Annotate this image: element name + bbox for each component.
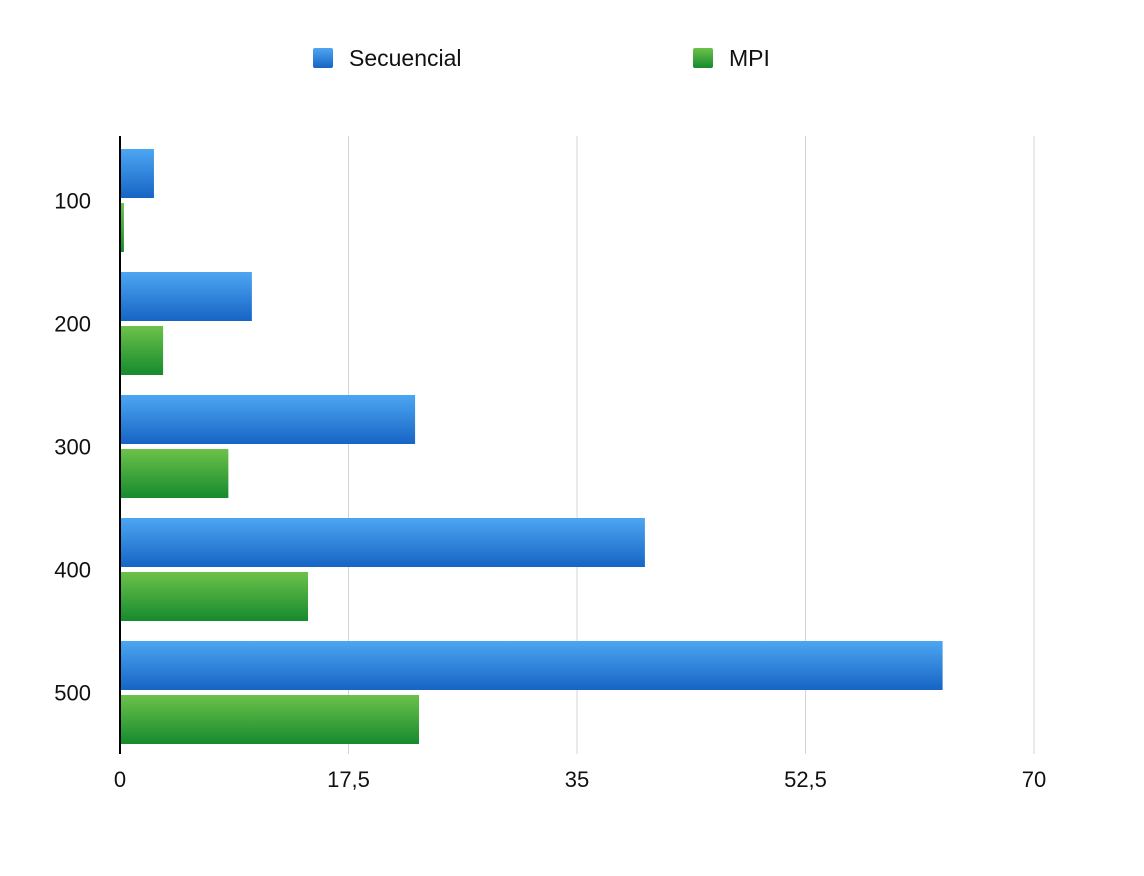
bar-secuencial-100 (120, 149, 154, 198)
bar-mpi-200 (120, 326, 164, 375)
x-tick-label-1: 17,5 (327, 767, 370, 792)
bar-secuencial-500 (120, 641, 943, 690)
bar-mpi-100 (120, 203, 124, 252)
legend-swatch-mpi (693, 48, 713, 68)
x-tick-label-3: 52,5 (784, 767, 827, 792)
bar-secuencial-200 (120, 272, 252, 321)
legend-swatch-secuencial (313, 48, 333, 68)
x-tick-label-2: 35 (565, 767, 589, 792)
legend-item-mpi: MPI (693, 44, 770, 72)
legend-label-mpi: MPI (729, 45, 770, 71)
bar-secuencial-300 (120, 395, 416, 444)
bar-mpi-300 (120, 449, 229, 498)
y-tick-label-300: 300 (54, 435, 91, 460)
x-tick-labels: 0 17,5 35 52,5 70 (114, 767, 1046, 792)
bar-secuencial-400 (120, 518, 645, 567)
y-tick-label-100: 100 (54, 189, 91, 214)
x-tick-label-0: 0 (114, 767, 126, 792)
bar-mpi-400 (120, 572, 309, 621)
legend: Secuencial MPI (0, 44, 1144, 74)
y-tick-label-400: 400 (54, 558, 91, 583)
legend-item-secuencial: Secuencial (313, 44, 462, 72)
bar-mpi-500 (120, 695, 420, 744)
y-tick-labels: 100 200 300 400 500 (54, 189, 91, 706)
legend-label-secuencial: Secuencial (349, 45, 462, 71)
y-tick-label-500: 500 (54, 681, 91, 706)
x-tick-label-4: 70 (1022, 767, 1046, 792)
y-tick-label-200: 200 (54, 312, 91, 337)
bars (120, 149, 943, 744)
